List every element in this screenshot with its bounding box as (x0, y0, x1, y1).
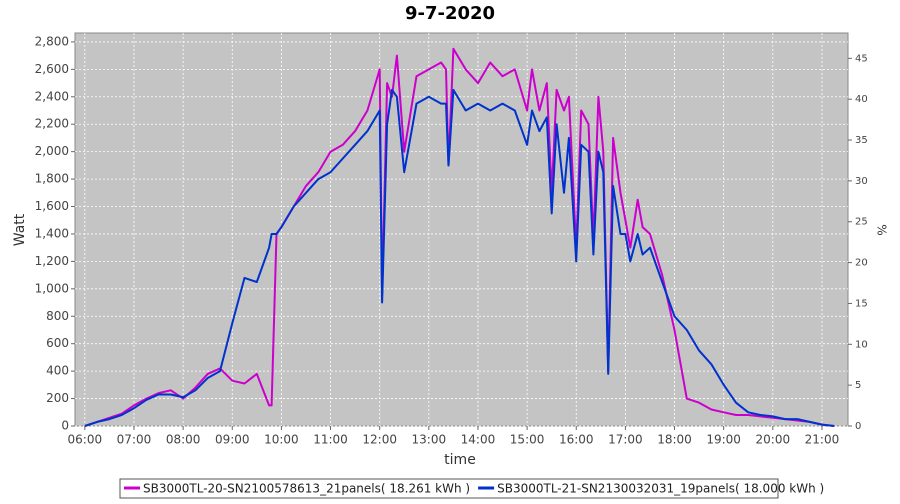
x-tick-label: 06:00 (68, 433, 103, 447)
y2-tick-label: 15 (855, 298, 868, 309)
legend (119, 478, 779, 499)
x-tick-label: 08:00 (166, 433, 201, 447)
y2-axis-label: % (875, 224, 889, 235)
y2-tick-label: 40 (855, 94, 868, 105)
x-tick-label: 13:00 (412, 433, 447, 447)
x-tick-label: 12:00 (362, 433, 397, 447)
y2-tick-label: 0 (855, 421, 861, 432)
y-tick-label: 600 (46, 336, 69, 350)
y2-tick-label: 30 (855, 176, 868, 187)
y-tick-label: 800 (46, 309, 69, 323)
series-line (84, 47, 835, 427)
y-tick-label: 200 (46, 391, 69, 405)
x-tick-label: 19:00 (706, 433, 741, 447)
y-tick-label: 2,600 (35, 62, 69, 76)
x-tick-label: 11:00 (313, 433, 348, 447)
legend-label: SB3000TL-21-SN2130032031_19panels( 18.00… (497, 482, 824, 496)
chart-title: 9-7-2020 (405, 3, 495, 24)
y-tick-label: 1,600 (35, 199, 69, 213)
x-tick-label: 18:00 (657, 433, 692, 447)
x-axis-label: time (444, 452, 476, 468)
x-tick-label: 15:00 (510, 433, 545, 447)
y-axis-label: Watt (12, 213, 28, 246)
x-tick-label: 09:00 (215, 433, 250, 447)
y2-tick-label: 5 (855, 380, 861, 391)
legend-label: SB3000TL-20-SN2100578613_21panels( 18.26… (143, 482, 470, 496)
x-tick-label: 21:00 (805, 433, 840, 447)
y-tick-label: 1,000 (35, 281, 69, 295)
x-tick-label: 16:00 (559, 433, 594, 447)
y-tick-label: 0 (61, 419, 69, 433)
x-tick-label: 07:00 (117, 433, 152, 447)
y2-tick-label: 45 (855, 53, 868, 64)
y-tick-label: 2,200 (35, 117, 69, 131)
y-tick-label: 1,400 (35, 226, 69, 240)
x-tick-label: 20:00 (756, 433, 791, 447)
y-tick-label: 400 (46, 364, 69, 378)
y2-tick-label: 25 (855, 217, 868, 228)
y-tick-label: 2,800 (35, 34, 69, 48)
x-tick-label: 10:00 (264, 433, 299, 447)
y-tick-label: 1,800 (35, 172, 69, 186)
x-tick-label: 17:00 (608, 433, 643, 447)
y2-tick-label: 10 (855, 339, 868, 350)
y-tick-label: 2,400 (35, 89, 69, 103)
y-tick-label: 1,200 (35, 254, 69, 268)
plot-area (74, 32, 849, 427)
series-line (84, 88, 835, 427)
y2-tick-label: 20 (855, 258, 868, 269)
y-tick-label: 2,000 (35, 144, 69, 158)
x-tick-label: 14:00 (461, 433, 496, 447)
y2-tick-label: 35 (855, 135, 868, 146)
